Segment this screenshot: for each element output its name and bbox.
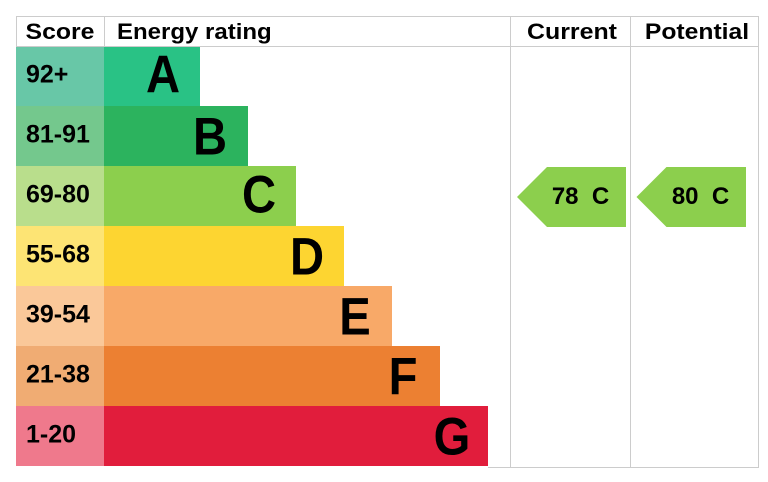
svg-text:78 C: 78 C bbox=[552, 183, 609, 210]
svg-text:80 C: 80 C bbox=[672, 183, 729, 210]
